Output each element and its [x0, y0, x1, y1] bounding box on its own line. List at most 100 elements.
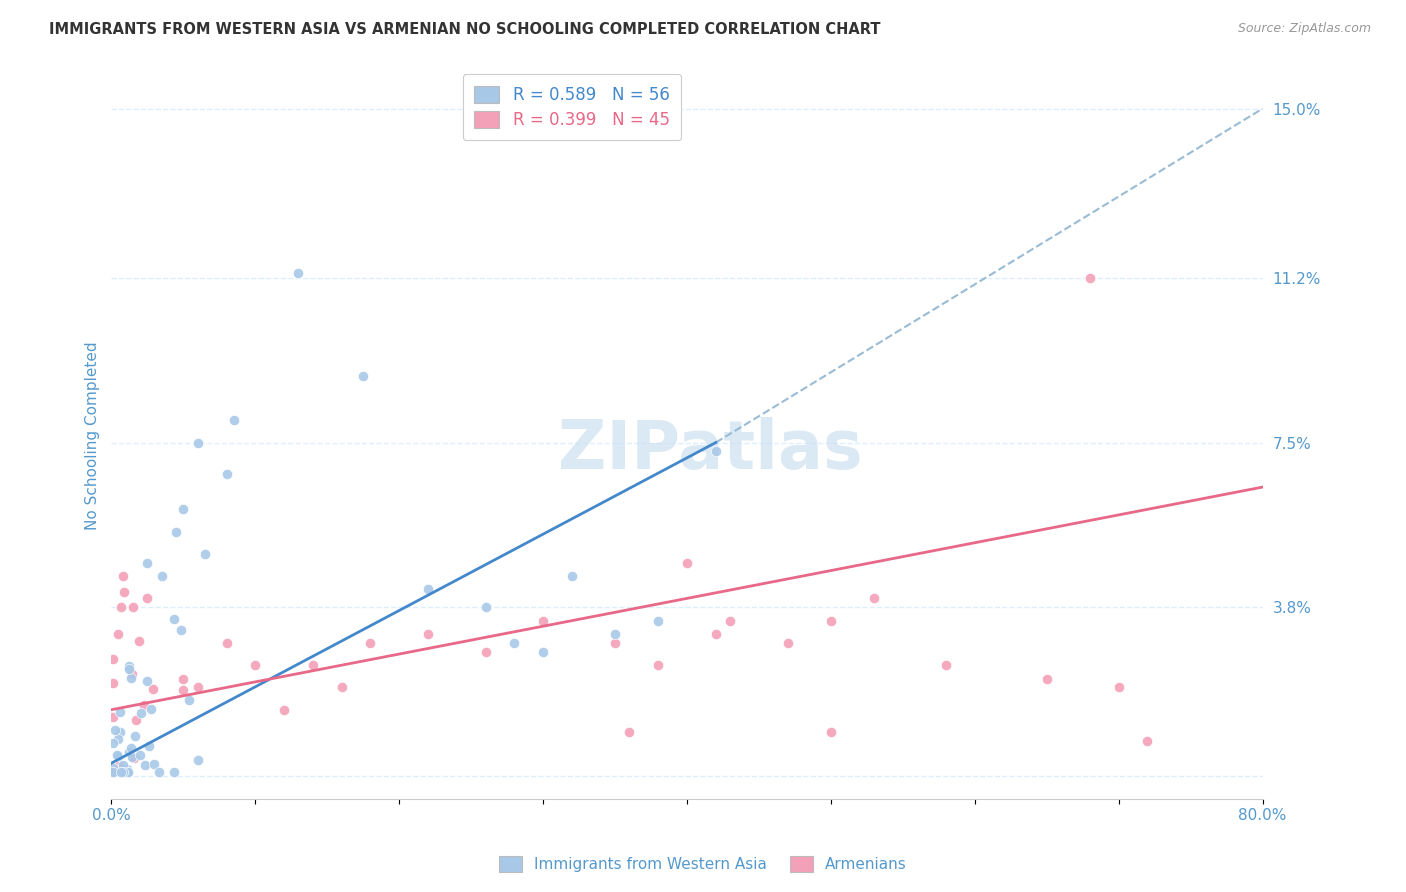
Text: Source: ZipAtlas.com: Source: ZipAtlas.com: [1237, 22, 1371, 36]
Point: [187, 753, 209, 767]
Point: [125, 713, 148, 727]
Point: [107, 731, 129, 746]
Y-axis label: No Schooling Completed: No Schooling Completed: [86, 342, 100, 530]
Point: [215, 467, 238, 481]
Point: [704, 627, 727, 641]
Point: [114, 585, 136, 599]
Point: [134, 758, 156, 772]
Point: [107, 626, 129, 640]
Point: [110, 765, 132, 780]
Point: [776, 636, 799, 650]
Point: [150, 569, 173, 583]
Point: [172, 682, 194, 697]
Point: [104, 723, 127, 737]
Point: [603, 636, 626, 650]
Point: [118, 658, 141, 673]
Point: [107, 749, 129, 764]
Point: [245, 658, 267, 673]
Point: [103, 761, 125, 775]
Point: [603, 627, 626, 641]
Point: [863, 591, 886, 606]
Point: [115, 762, 138, 776]
Point: [103, 765, 125, 780]
Point: [704, 444, 727, 458]
Point: [108, 759, 131, 773]
Point: [101, 676, 124, 690]
Point: [128, 634, 150, 648]
Point: [187, 435, 209, 450]
Point: [273, 703, 295, 717]
Point: [474, 645, 496, 659]
Point: [561, 569, 583, 583]
Point: [820, 614, 842, 628]
Point: [148, 765, 170, 780]
Point: [820, 725, 842, 739]
Point: [172, 502, 194, 516]
Point: [416, 582, 439, 597]
Point: [120, 671, 142, 685]
Point: [1035, 672, 1057, 686]
Point: [302, 658, 325, 673]
Point: [108, 706, 131, 720]
Point: [110, 725, 132, 739]
Point: [503, 636, 526, 650]
Point: [110, 765, 132, 780]
Point: [110, 599, 132, 614]
Point: [935, 658, 957, 673]
Point: [121, 749, 143, 764]
Point: [115, 765, 138, 780]
Point: [215, 636, 238, 650]
Point: [170, 624, 193, 638]
Point: [165, 524, 187, 539]
Point: [647, 658, 669, 673]
Point: [647, 614, 669, 628]
Point: [105, 748, 128, 763]
Point: [287, 266, 309, 280]
Point: [222, 413, 245, 427]
Point: [132, 698, 155, 713]
Point: [112, 765, 135, 780]
Point: [112, 765, 135, 780]
Point: [136, 674, 159, 689]
Point: [118, 745, 141, 759]
Text: IMMIGRANTS FROM WESTERN ASIA VS ARMENIAN NO SCHOOLING COMPLETED CORRELATION CHAR: IMMIGRANTS FROM WESTERN ASIA VS ARMENIAN…: [49, 22, 880, 37]
Legend: Immigrants from Western Asia, Armenians: Immigrants from Western Asia, Armenians: [492, 848, 914, 880]
Point: [352, 368, 374, 383]
Point: [194, 547, 217, 561]
Point: [172, 673, 194, 687]
Point: [120, 740, 142, 755]
Point: [718, 614, 741, 628]
Point: [136, 556, 159, 570]
Point: [121, 666, 143, 681]
Point: [138, 739, 160, 754]
Point: [122, 751, 145, 765]
Point: [162, 765, 184, 780]
Point: [101, 710, 124, 724]
Point: [474, 600, 496, 615]
Point: [1136, 734, 1159, 748]
Point: [101, 736, 124, 750]
Point: [136, 591, 159, 606]
Point: [142, 682, 165, 697]
Point: [163, 612, 186, 626]
Point: [1108, 681, 1130, 695]
Point: [112, 757, 135, 772]
Point: [330, 681, 353, 695]
Point: [111, 569, 134, 583]
Point: [101, 651, 124, 665]
Point: [531, 614, 554, 628]
Point: [142, 757, 165, 772]
Point: [359, 636, 381, 650]
Point: [1078, 270, 1101, 285]
Point: [117, 765, 139, 780]
Point: [117, 765, 139, 780]
Point: [129, 747, 152, 762]
Point: [118, 662, 141, 676]
Point: [122, 600, 145, 615]
Point: [110, 765, 132, 780]
Point: [177, 692, 200, 706]
Point: [416, 627, 439, 641]
Point: [531, 645, 554, 659]
Point: [187, 681, 209, 695]
Point: [139, 701, 162, 715]
